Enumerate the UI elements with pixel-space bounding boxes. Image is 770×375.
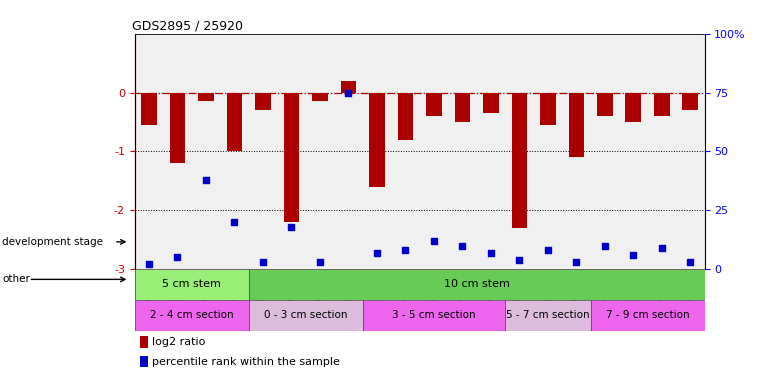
- Bar: [682, 93, 698, 110]
- Text: 5 cm stem: 5 cm stem: [162, 279, 221, 290]
- Bar: [141, 93, 157, 125]
- Bar: [140, 336, 148, 348]
- Point: [456, 243, 468, 249]
- Bar: [135, 269, 249, 300]
- Point: [229, 219, 241, 225]
- Text: other: other: [2, 274, 30, 284]
- Bar: [511, 93, 527, 228]
- Bar: [397, 93, 413, 140]
- Text: 0 - 3 cm section: 0 - 3 cm section: [264, 310, 347, 320]
- Bar: [597, 93, 613, 116]
- Text: 7 - 9 cm section: 7 - 9 cm section: [606, 310, 689, 320]
- Bar: [283, 93, 300, 222]
- Point: [513, 256, 525, 262]
- Bar: [540, 93, 556, 125]
- Text: development stage: development stage: [2, 237, 103, 247]
- Bar: [591, 300, 705, 331]
- Text: 5 - 7 cm section: 5 - 7 cm section: [506, 310, 590, 320]
- Bar: [249, 300, 363, 331]
- Point: [570, 259, 583, 265]
- Bar: [625, 93, 641, 122]
- Bar: [363, 300, 505, 331]
- Point: [685, 259, 697, 265]
- Bar: [505, 300, 591, 331]
- Bar: [312, 93, 328, 101]
- Text: GDS2895 / 25920: GDS2895 / 25920: [132, 20, 243, 33]
- Text: log2 ratio: log2 ratio: [152, 337, 206, 347]
- Bar: [198, 93, 214, 101]
- Point: [143, 261, 156, 267]
- Bar: [135, 300, 249, 331]
- Point: [627, 252, 639, 258]
- Text: 10 cm stem: 10 cm stem: [444, 279, 510, 290]
- Point: [286, 224, 298, 230]
- Point: [171, 254, 184, 260]
- Text: 2 - 4 cm section: 2 - 4 cm section: [150, 310, 233, 320]
- Point: [400, 247, 412, 253]
- Bar: [654, 93, 670, 116]
- Bar: [140, 356, 148, 367]
- Bar: [255, 93, 271, 110]
- Point: [371, 250, 383, 256]
- Bar: [249, 269, 705, 300]
- Bar: [226, 93, 243, 152]
- Text: 3 - 5 cm section: 3 - 5 cm section: [392, 310, 476, 320]
- Point: [314, 259, 326, 265]
- Text: percentile rank within the sample: percentile rank within the sample: [152, 357, 340, 366]
- Point: [485, 250, 497, 256]
- Point: [343, 90, 355, 96]
- Bar: [454, 93, 470, 122]
- Point: [656, 245, 668, 251]
- Bar: [426, 93, 442, 116]
- Point: [200, 177, 213, 183]
- Point: [542, 247, 554, 253]
- Point: [599, 243, 611, 249]
- Point: [257, 259, 270, 265]
- Bar: [340, 81, 357, 93]
- Point: [428, 238, 440, 244]
- Bar: [169, 93, 186, 163]
- Bar: [568, 93, 584, 157]
- Bar: [369, 93, 385, 187]
- Bar: [483, 93, 499, 113]
